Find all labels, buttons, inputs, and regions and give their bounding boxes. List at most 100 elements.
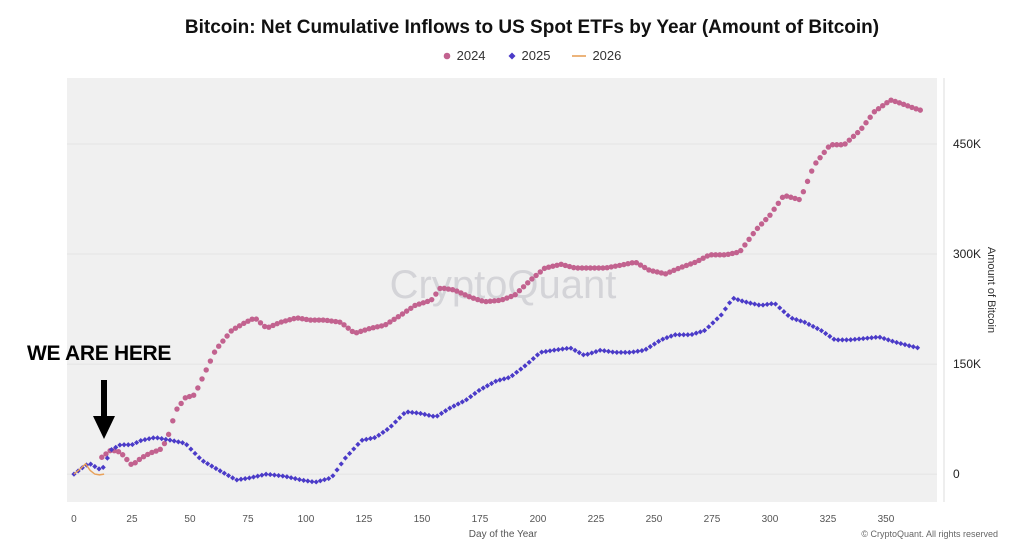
data-point-2025 [430, 413, 436, 419]
data-point-2024 [512, 291, 518, 298]
data-point-2024 [721, 252, 727, 258]
data-point-2024 [303, 316, 310, 323]
data-point-2024 [533, 272, 539, 279]
data-point-2025 [618, 349, 624, 355]
data-point-2025 [468, 394, 474, 400]
data-point-2024 [604, 264, 610, 271]
data-point-2024 [186, 393, 193, 400]
data-point-2025 [263, 471, 269, 477]
data-point-2024 [733, 249, 740, 256]
data-point-2024 [817, 154, 823, 161]
data-point-2025 [417, 410, 424, 417]
data-point-2024 [658, 270, 665, 276]
data-point-2024 [136, 456, 143, 463]
data-point-2025 [259, 472, 265, 478]
data-point-2025 [839, 337, 845, 343]
data-point-2024 [491, 298, 498, 304]
data-point-2025 [217, 468, 223, 474]
data-point-2024 [312, 317, 318, 323]
data-point-2024 [612, 263, 619, 269]
data-point-2025 [509, 372, 516, 379]
data-point-2024 [416, 301, 422, 307]
data-point-2025 [342, 455, 348, 461]
data-point-2025 [568, 345, 574, 351]
data-point-2024 [742, 242, 748, 248]
data-point-2025 [898, 340, 904, 347]
data-point-2025 [326, 475, 332, 482]
data-point-2025 [914, 345, 921, 351]
data-point-2025 [873, 334, 879, 340]
data-point-2025 [747, 300, 754, 306]
data-point-2024 [316, 317, 322, 323]
data-point-2024 [433, 291, 439, 297]
data-point-2024 [299, 316, 305, 322]
legend-item-2026[interactable]: 2026 [572, 48, 621, 63]
data-point-2025 [388, 423, 394, 429]
data-point-2025 [280, 473, 286, 479]
data-point-2024 [520, 284, 527, 290]
data-point-2025 [317, 478, 323, 484]
data-point-2024 [637, 262, 644, 268]
data-point-2024 [909, 104, 915, 111]
data-point-2025 [856, 336, 862, 342]
data-point-2024 [378, 323, 385, 329]
data-point-2024 [220, 338, 226, 344]
data-point-2025 [835, 337, 841, 343]
data-point-2025 [860, 335, 866, 342]
data-point-2025 [250, 474, 257, 480]
data-point-2024 [291, 315, 297, 322]
data-point-2025 [108, 447, 115, 453]
data-point-2025 [818, 328, 825, 334]
data-point-2024 [796, 196, 802, 203]
data-point-2025 [559, 346, 566, 352]
data-point-2024 [725, 251, 731, 257]
data-point-2025 [175, 439, 181, 445]
data-point-2024 [675, 265, 681, 272]
data-point-2025 [697, 329, 703, 335]
legend-item-2024[interactable]: 2024 [443, 48, 486, 63]
data-point-2025 [589, 350, 595, 356]
data-point-2024 [391, 316, 397, 323]
data-point-2025 [443, 408, 449, 414]
data-point-2025 [797, 318, 804, 324]
data-point-2025 [756, 302, 762, 308]
data-point-2025 [150, 435, 156, 441]
data-point-2024 [487, 298, 493, 304]
data-point-2025 [789, 315, 795, 321]
data-point-2024 [671, 267, 677, 274]
data-point-2024 [687, 261, 694, 267]
data-point-2024 [328, 318, 335, 324]
data-point-2024 [261, 323, 268, 330]
x-tick-label: 275 [704, 514, 721, 525]
x-tick-label: 175 [472, 514, 489, 525]
data-point-2025 [242, 475, 248, 482]
data-point-2025 [718, 312, 724, 318]
data-point-2024 [499, 296, 506, 303]
data-point-2024 [871, 109, 878, 115]
data-point-2025 [505, 375, 511, 381]
data-point-2024 [149, 449, 155, 456]
data-point-2025 [104, 455, 110, 461]
data-point-2024 [692, 259, 698, 266]
data-point-2025 [580, 352, 587, 358]
data-point-2024 [395, 314, 401, 320]
data-point-2025 [213, 465, 219, 472]
circle-marker-icon [443, 52, 450, 59]
data-point-2024 [341, 322, 347, 328]
data-point-2025 [196, 455, 202, 461]
plot-area [67, 78, 937, 502]
legend: 2024 2025 2026 [0, 48, 1024, 63]
data-point-2024 [249, 316, 255, 322]
data-point-2025 [204, 461, 211, 467]
data-point-2024 [253, 316, 260, 322]
data-point-2025 [234, 477, 240, 483]
data-point-2025 [488, 380, 495, 387]
data-point-2024 [362, 327, 368, 333]
data-point-2025 [572, 347, 578, 353]
data-point-2025 [706, 324, 712, 330]
data-point-2024 [662, 271, 669, 277]
legend-item-2025[interactable]: 2025 [508, 48, 550, 63]
data-point-2025 [614, 349, 620, 355]
x-tick-label: 325 [820, 514, 837, 525]
data-point-2025 [731, 295, 737, 301]
